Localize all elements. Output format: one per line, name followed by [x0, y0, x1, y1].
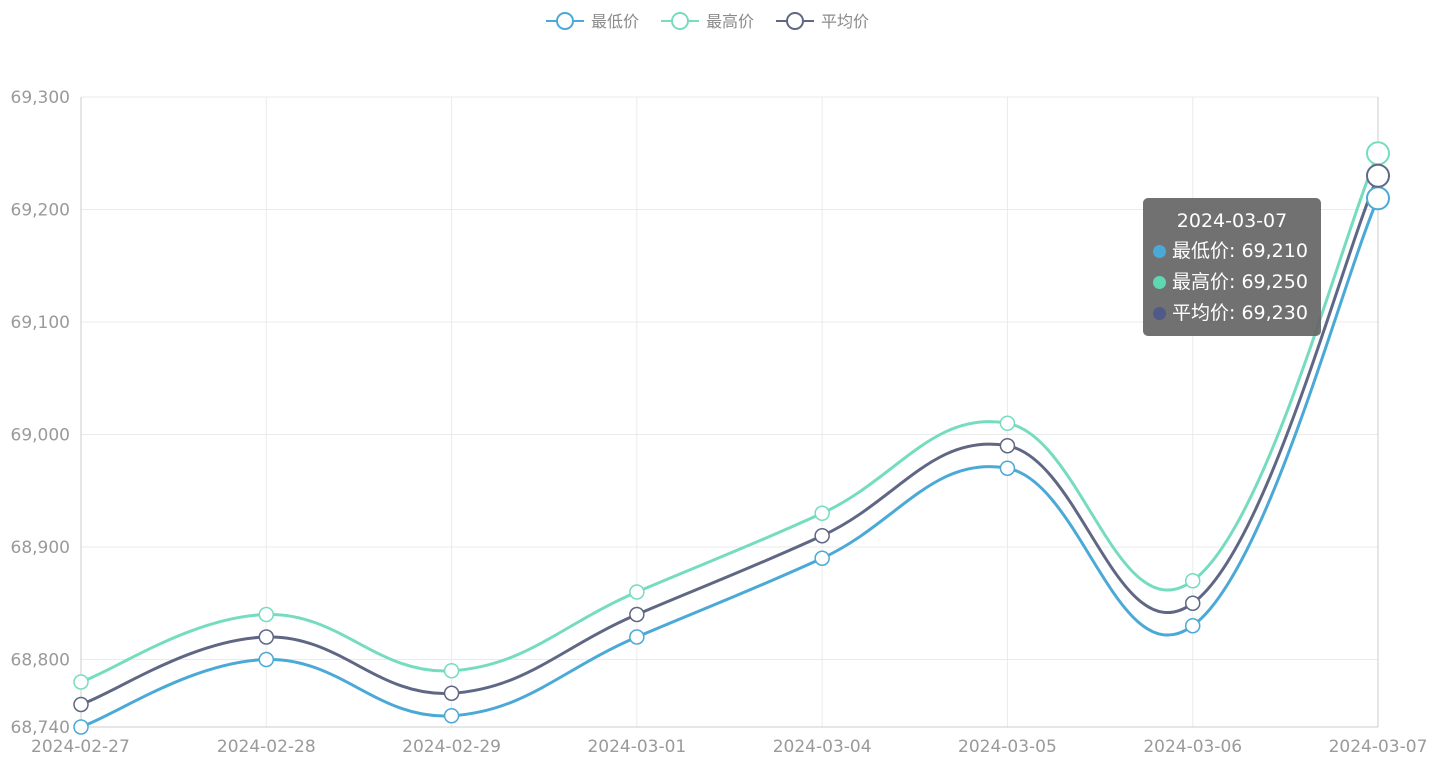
x-tick-label: 2024-03-07: [1329, 737, 1428, 757]
x-tick-label: 2024-03-05: [958, 737, 1057, 757]
tooltip-label-avg: 平均价: 69,230: [1172, 302, 1308, 324]
tooltip-row-avg: 平均价: 69,230: [1153, 298, 1311, 329]
series-line-0: [80, 197, 1380, 729]
tooltip-title: 2024-03-07: [1176, 210, 1288, 232]
x-tick-label: 2024-03-04: [773, 737, 872, 757]
data-point[interactable]: [73, 674, 89, 690]
tooltip-dot-avg: [1153, 307, 1166, 320]
y-tick-label: 68,800: [11, 651, 70, 671]
series-lines: [73, 141, 1390, 735]
series-line-1: [80, 152, 1380, 684]
data-point[interactable]: [814, 550, 830, 566]
data-point[interactable]: [1366, 163, 1390, 188]
data-point[interactable]: [999, 460, 1016, 476]
data-point[interactable]: [629, 606, 645, 623]
tooltip-dot-min: [1153, 245, 1166, 258]
data-point[interactable]: [1366, 141, 1390, 166]
legend-label: 最低价: [591, 12, 639, 31]
data-point[interactable]: [629, 584, 645, 600]
y-tick-label: 68,900: [11, 538, 70, 558]
data-point[interactable]: [999, 415, 1016, 431]
data-point[interactable]: [999, 438, 1016, 454]
y-tick-label: 69,000: [11, 426, 70, 446]
data-point[interactable]: [1366, 186, 1390, 211]
axes: 68,740 68,800 68,900 69,000 69,100 69,200 69,3…: [11, 88, 1428, 757]
y-tick-label: 69,200: [11, 201, 70, 221]
x-tick-label: 2024-02-27: [31, 737, 130, 757]
data-point[interactable]: [1184, 595, 1201, 611]
legend-item-1[interactable]: 最高价: [661, 12, 754, 31]
legend-item-2[interactable]: 平均价: [776, 12, 869, 31]
x-tick-label: 2024-02-29: [402, 737, 501, 757]
data-point[interactable]: [1184, 573, 1201, 589]
data-point[interactable]: [443, 663, 460, 679]
data-point[interactable]: [73, 696, 89, 713]
data-point[interactable]: [258, 606, 275, 623]
tooltip-label-min: 最低价: 69,210: [1172, 240, 1308, 262]
y-tick-label: 68,740: [11, 718, 70, 738]
legend-label: 最高价: [706, 12, 754, 31]
tooltip-label-max: 最高价: 69,250: [1172, 271, 1308, 293]
tooltip-dot-max: [1153, 276, 1166, 289]
data-point[interactable]: [443, 685, 460, 701]
series-line-2: [80, 175, 1380, 706]
data-point[interactable]: [73, 719, 89, 735]
tooltip-row-max: 最高价: 69,250: [1153, 267, 1311, 298]
data-point[interactable]: [1184, 618, 1201, 634]
data-point[interactable]: [443, 708, 460, 724]
tooltip-row-min: 最低价: 69,210: [1153, 236, 1311, 267]
y-tick-label: 69,300: [11, 88, 70, 108]
legend[interactable]: 最低价 最高价 平均价: [546, 12, 869, 31]
legend-marker: [786, 12, 804, 30]
x-tick-label: 2024-02-28: [217, 737, 316, 757]
legend-label: 平均价: [821, 12, 869, 31]
legend-item-0[interactable]: 最低价: [546, 12, 639, 31]
legend-marker: [556, 12, 574, 30]
data-point[interactable]: [814, 528, 830, 544]
x-tick-label: 2024-03-01: [587, 737, 686, 757]
x-tick-label: 2024-03-06: [1143, 737, 1242, 757]
data-point[interactable]: [629, 629, 645, 645]
y-tick-label: 69,100: [11, 313, 70, 333]
tooltip: 2024-03-07 最低价: 69,210 最高价: 69,250 平均价: …: [1143, 198, 1321, 336]
data-point[interactable]: [258, 651, 275, 668]
legend-marker: [671, 12, 689, 30]
data-point[interactable]: [814, 505, 830, 521]
data-point[interactable]: [258, 629, 275, 645]
